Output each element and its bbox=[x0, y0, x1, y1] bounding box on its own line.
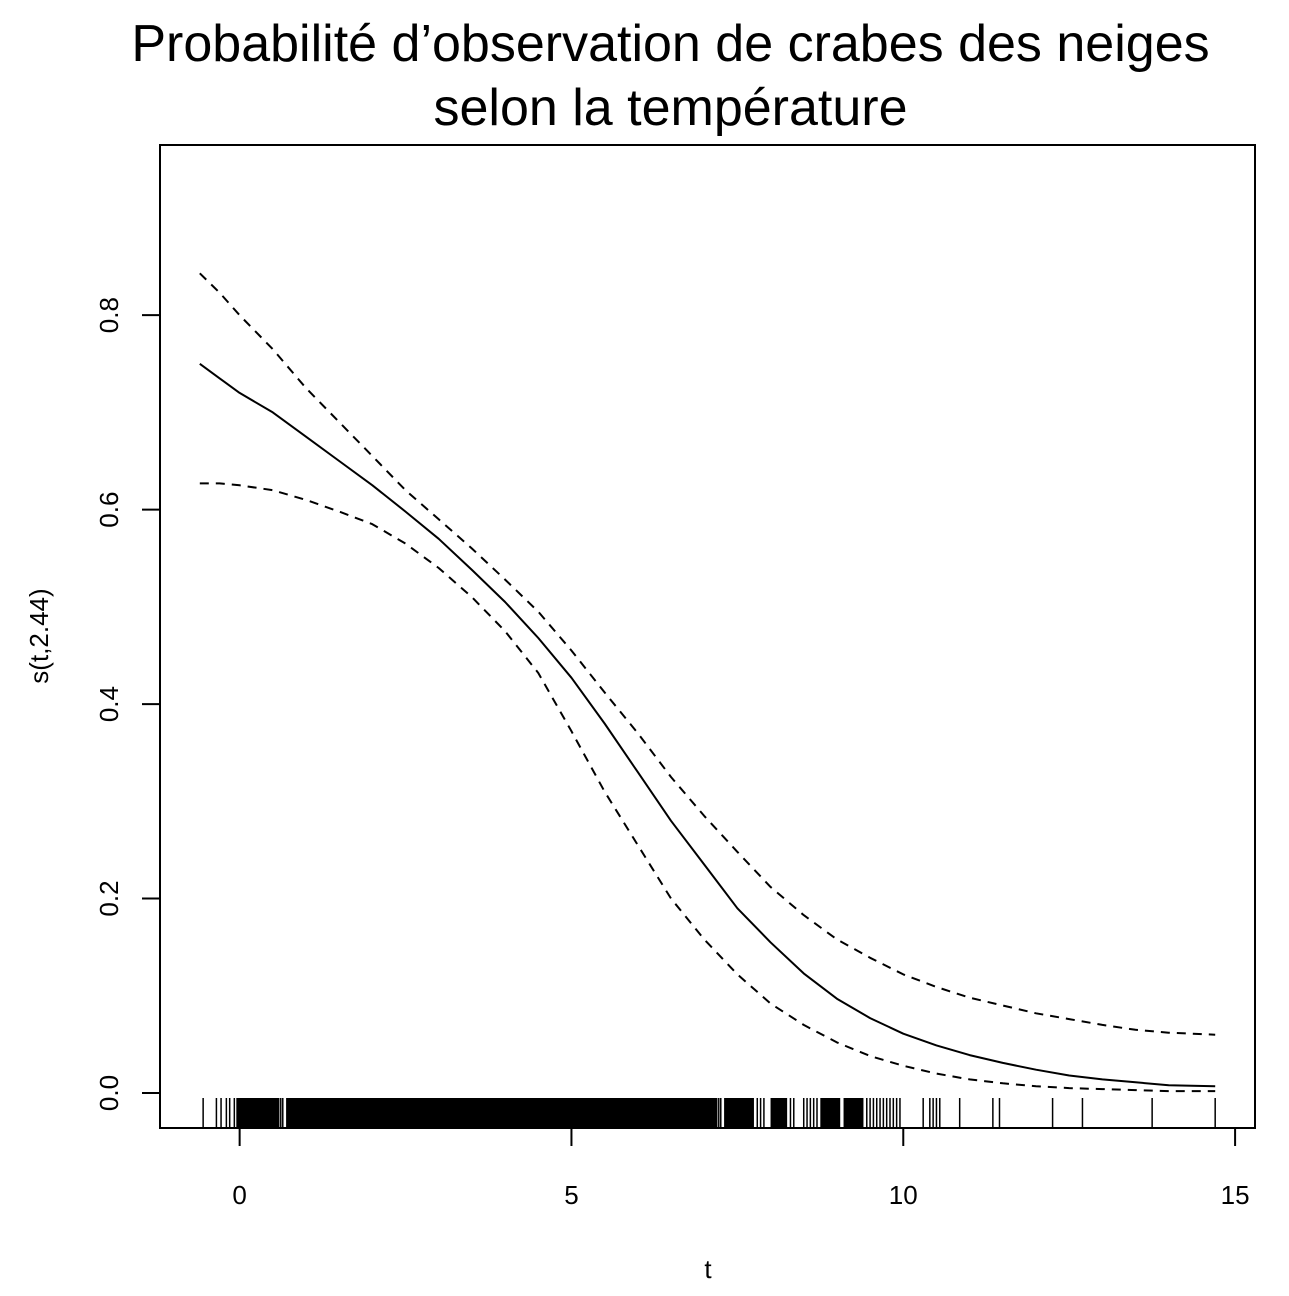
series-group bbox=[199, 272, 1216, 1093]
x-tick-label: 10 bbox=[889, 1180, 918, 1210]
y-axis-label: s(t,2.44) bbox=[24, 588, 54, 683]
rug-dense-block bbox=[770, 1098, 788, 1128]
x-tick-label: 5 bbox=[564, 1180, 578, 1210]
x-axis: 0 5 10 15 bbox=[232, 1127, 1250, 1210]
rug-dense-block bbox=[236, 1098, 280, 1128]
rug-marks bbox=[202, 1098, 1216, 1128]
y-tick-label: 0.4 bbox=[94, 686, 124, 722]
rug-dense-block bbox=[843, 1098, 864, 1128]
y-tick-label: 0.0 bbox=[94, 1075, 124, 1111]
rug-dense-block bbox=[286, 1098, 718, 1128]
x-tick-label: 0 bbox=[232, 1180, 246, 1210]
plot-frame bbox=[159, 144, 1256, 1129]
y-tick-label: 0.2 bbox=[94, 880, 124, 916]
upper-confidence-line bbox=[199, 272, 1216, 1036]
rug-dense-block bbox=[820, 1098, 841, 1128]
y-tick-label: 0.8 bbox=[94, 297, 124, 333]
rug-dense-block bbox=[724, 1098, 754, 1128]
chart-title-line-2: selon la température bbox=[433, 79, 908, 137]
chart-title-line-1: Probabilité d’observation de crabes des … bbox=[131, 15, 1210, 73]
x-tick-label: 15 bbox=[1221, 1180, 1250, 1210]
x-axis-label: t bbox=[704, 1254, 712, 1284]
y-axis: 0.0 0.2 0.4 0.6 0.8 bbox=[94, 297, 161, 1111]
fit-line bbox=[199, 362, 1216, 1088]
lower-confidence-line bbox=[199, 482, 1216, 1093]
y-tick-label: 0.6 bbox=[94, 492, 124, 528]
